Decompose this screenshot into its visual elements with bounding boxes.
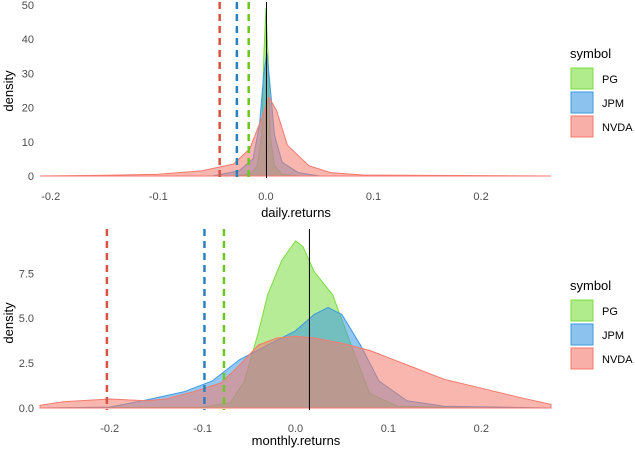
legend-label-pg: PG (602, 306, 618, 318)
x-tick-label: 0.0 (288, 423, 303, 435)
x-tick-label: 0.2 (474, 423, 489, 435)
legend-swatch-jpm (570, 91, 594, 114)
legend-swatch-pg (570, 299, 594, 322)
daily-legend-title: symbol (570, 46, 611, 61)
y-tick-label: 2.5 (19, 358, 34, 370)
legend-swatch-nvda (570, 115, 594, 138)
x-tick-label: -0.1 (193, 423, 212, 435)
daily-mean-lines (218, 2, 267, 178)
density-area-nvda (39, 96, 552, 177)
monthly-legend-title: symbol (570, 278, 611, 293)
monthly-returns-panel: 0.0 2.5 5.0 7.5 -0.2 -0.1 0.0 0.1 0.2 monthly.r… (1, 229, 633, 448)
monthly-y-axis-title: density (1, 302, 16, 344)
x-tick-label: 0.1 (381, 423, 396, 435)
y-tick-label: 5.0 (19, 313, 34, 325)
y-tick-label: 7.5 (19, 268, 34, 280)
y-tick-label: 30 (22, 68, 34, 80)
y-tick-label: 0 (28, 171, 34, 183)
x-tick-label: 0.2 (473, 191, 488, 203)
daily-legend: symbol PG JPM NVDA (570, 46, 633, 138)
legend-label-jpm: JPM (602, 98, 624, 110)
legend-swatch-nvda (570, 347, 594, 370)
legend-label-jpm: JPM (602, 330, 624, 342)
legend-swatch-jpm (570, 323, 594, 346)
monthly-x-axis-title: monthly.returns (252, 433, 341, 448)
x-tick-label: 0.0 (258, 191, 273, 203)
y-tick-label: 50 (22, 0, 34, 12)
density-area-pg (40, 8, 551, 177)
monthly-x-ticks: -0.2 -0.1 0.0 0.1 0.2 (100, 423, 489, 435)
y-tick-label: 40 (22, 34, 34, 46)
daily-x-axis-title: daily.returns (261, 205, 331, 220)
x-tick-label: -0.2 (41, 191, 60, 203)
daily-returns-panel: 0 10 20 30 40 50 -0.2 -0.1 0.0 0.1 0.2 daily.retu… (1, 0, 633, 220)
x-tick-label: -0.1 (149, 191, 168, 203)
daily-y-ticks: 0 10 20 30 40 50 (22, 0, 34, 183)
y-tick-label: 0.0 (19, 403, 34, 415)
monthly-density-areas (39, 240, 552, 409)
y-tick-label: 20 (22, 103, 34, 115)
daily-density-areas (39, 8, 552, 177)
monthly-y-ticks: 0.0 2.5 5.0 7.5 (19, 268, 34, 415)
daily-y-axis-title: density (1, 70, 16, 112)
legend-swatch-pg (570, 67, 594, 90)
density-area-nvda (39, 335, 552, 409)
monthly-mean-lines (105, 229, 310, 410)
legend-label-pg: PG (602, 74, 618, 86)
x-tick-label: 0.1 (366, 191, 381, 203)
daily-x-ticks: -0.2 -0.1 0.0 0.1 0.2 (41, 191, 488, 203)
monthly-legend: symbol PG JPM NVDA (570, 278, 633, 370)
x-tick-label: -0.2 (100, 423, 119, 435)
legend-label-nvda: NVDA (602, 122, 633, 134)
y-tick-label: 10 (22, 137, 34, 149)
legend-label-nvda: NVDA (602, 354, 633, 366)
